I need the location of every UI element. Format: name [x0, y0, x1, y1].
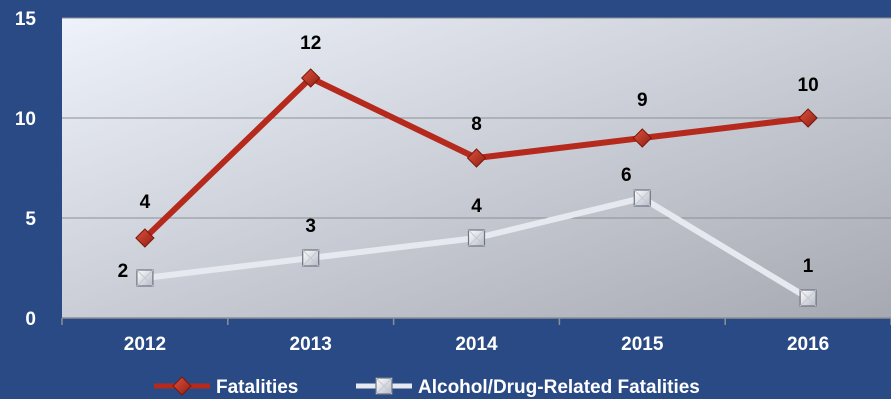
legend-marker: [375, 377, 393, 395]
x-tick-label: 2014: [455, 334, 498, 355]
legend: Fatalities Alcohol/Drug-Related Fatalitie…: [154, 376, 700, 398]
data-label: 4: [471, 196, 482, 217]
data-point: [300, 68, 321, 88]
legend-marker: [172, 376, 192, 396]
x-tick-label: 2013: [290, 334, 332, 355]
axes: 0 5 10 15 2012 2013 2014 2015 2016: [15, 9, 891, 355]
x-tick-label: 2012: [124, 334, 166, 355]
data-point: [633, 189, 651, 207]
data-label: 1: [803, 256, 814, 277]
data-labels: 4 12 8 9 10 2 3 4 6 1: [118, 33, 819, 282]
data-label: 6: [621, 165, 632, 186]
y-tick-label: 0: [25, 309, 36, 330]
data-label: 9: [637, 90, 648, 111]
data-label: 8: [471, 114, 482, 135]
data-point: [467, 229, 486, 247]
gridlines: [62, 17, 891, 219]
data-label: 4: [140, 192, 151, 213]
x-tick-label: 2015: [621, 334, 664, 355]
data-label: 10: [798, 75, 819, 96]
legend-item-1: Fatalities: [154, 376, 298, 398]
y-tick-label: 15: [15, 9, 37, 30]
data-point: [135, 228, 155, 248]
data-label: 12: [300, 33, 321, 54]
legend-item-2: Alcohol/Drug-Related Fatalities: [356, 377, 700, 398]
y-tick-label: 10: [15, 109, 36, 130]
data-label: 2: [118, 261, 129, 282]
legend-label: Fatalities: [216, 377, 298, 398]
series: [135, 68, 818, 307]
x-tick-label: 2016: [787, 334, 829, 355]
data-point: [632, 128, 653, 148]
data-point: [799, 289, 817, 307]
data-label: 3: [305, 216, 316, 237]
legend-label: Alcohol/Drug-Related Fatalities: [418, 377, 700, 398]
data-point: [302, 249, 320, 267]
y-tick-label: 5: [25, 209, 36, 230]
data-point: [798, 108, 818, 128]
data-point: [466, 148, 487, 168]
data-point: [136, 269, 154, 287]
